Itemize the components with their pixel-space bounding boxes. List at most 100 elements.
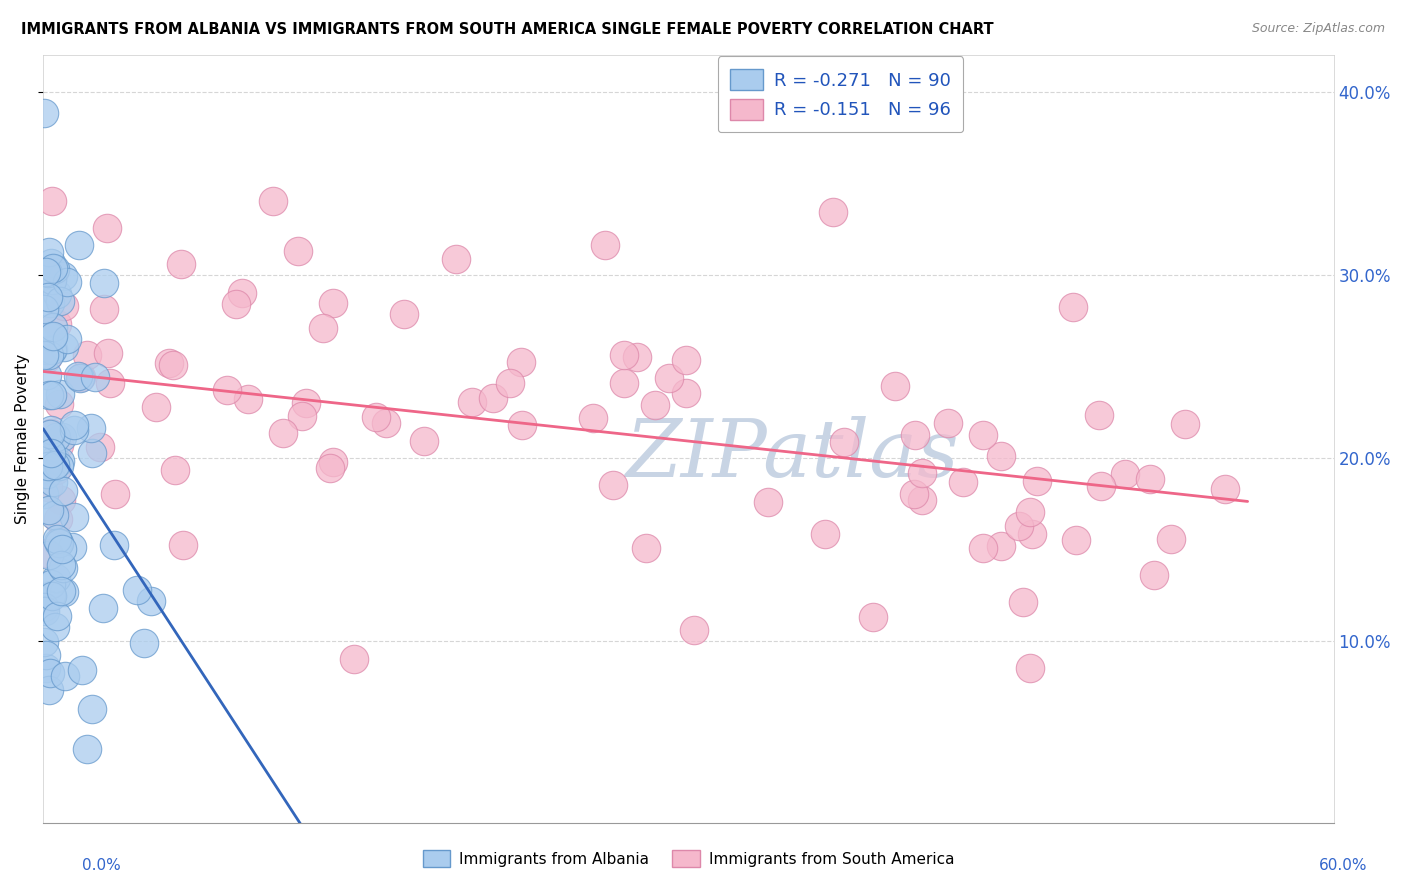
Point	[103, 538, 125, 552]
Point	[42, 457, 65, 471]
Text: 0.0%: 0.0%	[82, 858, 121, 873]
Point	[756, 494, 779, 508]
Point	[141, 594, 163, 608]
Point	[32, 635, 55, 649]
Point	[41, 343, 63, 357]
Point	[582, 411, 605, 425]
Point	[42, 260, 65, 275]
Point	[165, 463, 187, 477]
Point	[49, 387, 72, 401]
Point	[93, 277, 115, 291]
Y-axis label: Single Female Poverty: Single Female Poverty	[15, 354, 30, 524]
Point	[634, 541, 657, 555]
Point	[312, 321, 335, 335]
Point	[63, 510, 86, 524]
Point	[48, 397, 70, 411]
Point	[56, 332, 79, 346]
Point	[48, 458, 70, 473]
Point	[48, 293, 70, 308]
Point	[904, 427, 927, 442]
Point	[225, 296, 247, 310]
Point	[1160, 532, 1182, 546]
Point	[613, 376, 636, 390]
Point	[53, 668, 76, 682]
Point	[1174, 417, 1197, 432]
Point	[1062, 300, 1084, 314]
Point	[89, 440, 111, 454]
Point	[34, 605, 56, 619]
Point	[392, 307, 415, 321]
Point	[45, 463, 67, 477]
Point	[172, 538, 194, 552]
Text: IMMIGRANTS FROM ALBANIA VS IMMIGRANTS FROM SOUTH AMERICA SINGLE FEMALE POVERTY C: IMMIGRANTS FROM ALBANIA VS IMMIGRANTS FR…	[21, 22, 994, 37]
Point	[35, 343, 58, 358]
Point	[39, 446, 62, 460]
Point	[45, 571, 67, 585]
Point	[1139, 472, 1161, 486]
Point	[952, 475, 974, 490]
Point	[42, 329, 65, 343]
Point	[60, 540, 83, 554]
Point	[37, 481, 59, 495]
Point	[70, 663, 93, 677]
Point	[52, 483, 75, 498]
Point	[322, 296, 344, 310]
Point	[46, 534, 69, 549]
Point	[37, 467, 59, 481]
Point	[972, 428, 994, 442]
Point	[39, 296, 62, 310]
Point	[444, 252, 467, 266]
Point	[626, 351, 648, 365]
Point	[41, 589, 63, 603]
Point	[657, 371, 679, 385]
Point	[48, 438, 70, 452]
Point	[82, 701, 104, 715]
Point	[39, 588, 62, 602]
Point	[83, 369, 105, 384]
Point	[1090, 479, 1112, 493]
Point	[49, 454, 72, 468]
Point	[291, 409, 314, 423]
Point	[49, 584, 72, 599]
Point	[1064, 533, 1087, 548]
Point	[41, 426, 63, 441]
Point	[1019, 505, 1042, 519]
Point	[38, 548, 60, 562]
Point	[39, 255, 62, 269]
Point	[461, 395, 484, 409]
Point	[46, 318, 69, 332]
Point	[262, 194, 284, 209]
Point	[1142, 567, 1164, 582]
Point	[41, 576, 63, 591]
Point	[413, 434, 436, 449]
Point	[1021, 527, 1043, 541]
Point	[35, 648, 58, 663]
Point	[510, 418, 533, 433]
Point	[37, 458, 59, 473]
Point	[32, 599, 55, 614]
Point	[38, 682, 60, 697]
Point	[51, 430, 73, 444]
Point	[1008, 518, 1031, 533]
Point	[42, 475, 65, 489]
Point	[62, 418, 84, 433]
Text: Source: ZipAtlas.com: Source: ZipAtlas.com	[1251, 22, 1385, 36]
Point	[80, 446, 103, 460]
Point	[52, 340, 75, 354]
Point	[70, 370, 93, 384]
Point	[683, 624, 706, 638]
Point	[42, 343, 65, 357]
Point	[821, 205, 844, 219]
Point	[675, 353, 697, 368]
Point	[832, 435, 855, 450]
Point	[52, 560, 75, 574]
Point	[69, 237, 91, 252]
Text: ZIPatlas: ZIPatlas	[624, 416, 959, 493]
Point	[44, 508, 66, 523]
Point	[41, 194, 63, 209]
Point	[91, 601, 114, 615]
Point	[39, 426, 62, 441]
Point	[510, 355, 533, 369]
Point	[37, 266, 59, 280]
Point	[45, 430, 67, 444]
